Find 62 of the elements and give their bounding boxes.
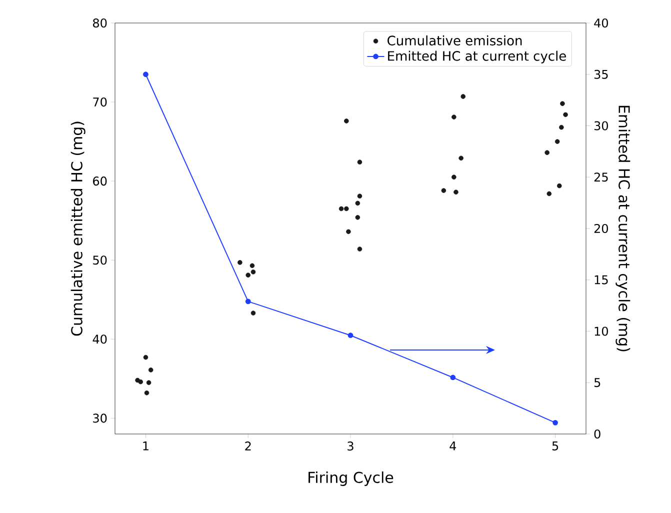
- point: [454, 190, 458, 195]
- point: [238, 260, 242, 265]
- point: [144, 390, 150, 396]
- y2-tick-label: 0: [594, 429, 600, 439]
- point: [563, 112, 568, 118]
- y2-tick-label: 35: [594, 70, 608, 79]
- y-tick-label: 50: [93, 256, 107, 265]
- point: [146, 380, 152, 386]
- y-tick-label: 40: [92, 334, 107, 344]
- x-tick-label: 4: [450, 442, 456, 450]
- y-tick-label: 80: [93, 18, 107, 28]
- point: [250, 310, 256, 316]
- point: [544, 150, 550, 156]
- point: [357, 194, 362, 198]
- point: [546, 191, 552, 196]
- point: [450, 374, 456, 380]
- point: [452, 174, 456, 180]
- legend-label: Cumulative emission: [388, 35, 522, 46]
- x-tick-label: 3: [348, 442, 354, 451]
- point: [143, 354, 148, 360]
- y-tick-label: 60: [93, 176, 107, 186]
- y-axis-title: Cumulative emitted HC (mg): [70, 122, 86, 336]
- y2-tick-label: 5: [594, 378, 600, 388]
- point: [250, 270, 256, 274]
- x-tick-label: 1: [143, 442, 148, 450]
- y2-tick-label: 10: [594, 326, 608, 336]
- point: [452, 114, 456, 120]
- y2-tick-label: 20: [594, 224, 608, 234]
- point: [138, 379, 144, 384]
- legend-label: Emitted HC at current cycle: [388, 50, 566, 64]
- point: [355, 200, 360, 206]
- point: [552, 420, 558, 426]
- y2-tick-label: 30: [594, 121, 608, 130]
- y2-tick-label: 15: [594, 275, 608, 284]
- point: [338, 206, 344, 212]
- x-axis-title: Firing Cycle: [308, 471, 394, 486]
- point: [460, 94, 466, 99]
- point: [250, 263, 255, 268]
- point: [143, 72, 148, 78]
- point: [441, 188, 446, 193]
- y-tick-label: 30: [93, 414, 107, 423]
- point: [556, 183, 562, 188]
- y2-tick-label: 40: [594, 18, 608, 28]
- point: [560, 101, 565, 106]
- y2-axis-title: Emitted HC at current cycle (mg): [616, 106, 630, 352]
- x-tick-label: 5: [552, 442, 558, 450]
- point: [346, 229, 351, 234]
- y-tick-label: 70: [93, 97, 107, 107]
- point: [245, 298, 251, 304]
- point: [559, 124, 564, 130]
- y2-tick-label: 25: [594, 172, 608, 182]
- point: [246, 272, 251, 278]
- x-tick-label: 2: [245, 442, 251, 450]
- point: [344, 206, 349, 212]
- point: [344, 118, 349, 124]
- point: [357, 160, 362, 164]
- point: [348, 332, 354, 338]
- point: [554, 139, 560, 144]
- point: [357, 246, 362, 252]
- point: [148, 368, 154, 372]
- point: [458, 156, 464, 161]
- point: [355, 215, 360, 220]
